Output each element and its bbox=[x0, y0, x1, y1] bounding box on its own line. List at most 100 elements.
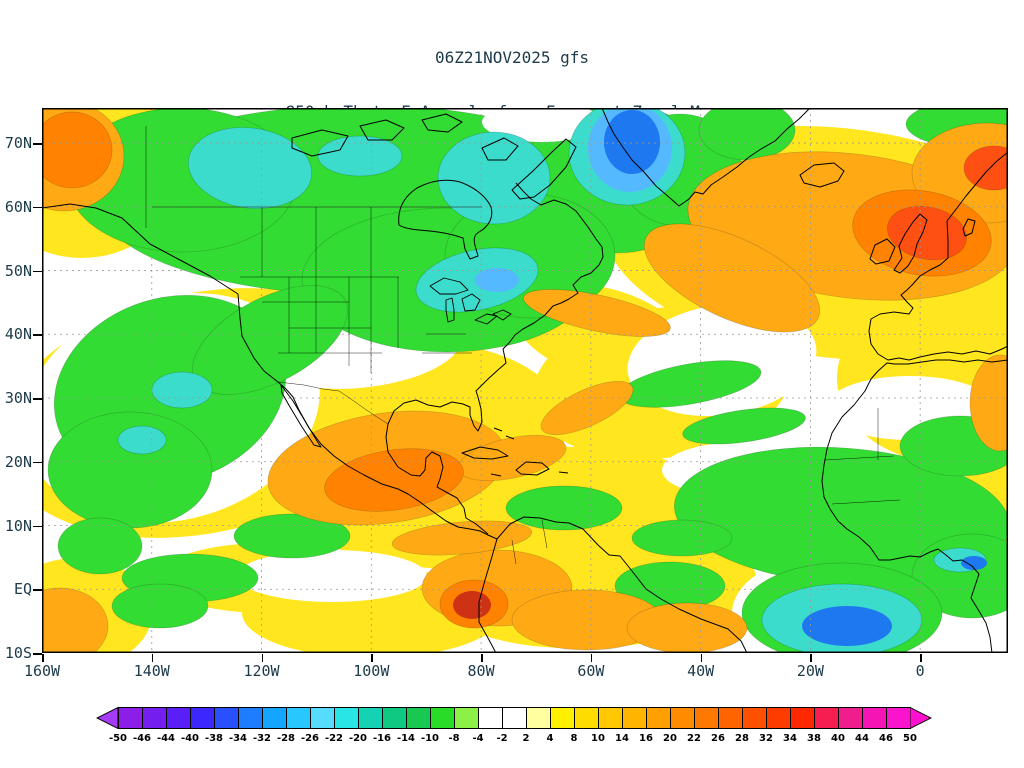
colorbar-label: 44 bbox=[855, 733, 869, 744]
colorbar-cell bbox=[478, 707, 503, 729]
colorbar-cell bbox=[310, 707, 335, 729]
shading-blob bbox=[887, 205, 967, 261]
coastlines bbox=[42, 108, 1008, 653]
shading-blob bbox=[969, 354, 1008, 452]
colorbar-label: -16 bbox=[372, 733, 392, 744]
lon-tick bbox=[920, 654, 922, 662]
lat-tick bbox=[33, 398, 42, 400]
lon-label: 80W bbox=[467, 662, 495, 680]
colorbar-label: -22 bbox=[324, 733, 344, 744]
lat-lon-gridlines bbox=[42, 108, 1008, 653]
shading-blob bbox=[233, 513, 351, 559]
colorbar-cell bbox=[838, 707, 863, 729]
lat-label: 10N bbox=[4, 516, 32, 535]
lat-label: 30N bbox=[4, 389, 32, 408]
shading-blob bbox=[631, 519, 733, 557]
colorbar-arrow-right bbox=[909, 706, 933, 730]
shading-blob bbox=[324, 448, 464, 512]
shading-blob bbox=[117, 425, 167, 455]
lon-label: 0 bbox=[915, 662, 925, 680]
colorbar-cell bbox=[742, 707, 767, 729]
lat-tick bbox=[33, 206, 42, 209]
shading-blob bbox=[505, 485, 623, 531]
colorbar-cell bbox=[790, 707, 815, 729]
colorbar-label: -26 bbox=[300, 733, 320, 744]
shading-blob bbox=[42, 111, 113, 189]
colorbar-cell bbox=[862, 707, 887, 729]
shading-blob bbox=[151, 371, 213, 409]
colorbar-label: 22 bbox=[687, 733, 701, 744]
colorbar-cell bbox=[502, 707, 527, 729]
colorbar-label: 32 bbox=[759, 733, 773, 744]
colorbar-label: -38 bbox=[204, 733, 224, 744]
shading-blob bbox=[437, 131, 551, 225]
colorbar-label: 40 bbox=[831, 733, 845, 744]
colorbar-arrow-left bbox=[95, 706, 119, 730]
colorbar-cell bbox=[382, 707, 407, 729]
colorbar-label: -44 bbox=[156, 733, 176, 744]
lon-tick bbox=[481, 654, 483, 662]
shading-blob bbox=[961, 556, 987, 570]
lon-tick bbox=[42, 654, 44, 662]
shading-blob bbox=[57, 517, 143, 575]
colorbar-label: -28 bbox=[276, 733, 296, 744]
lat-tick bbox=[33, 525, 42, 527]
lat-label: 60N bbox=[4, 197, 32, 216]
colorbar-cell bbox=[166, 707, 191, 729]
colorbar-cell bbox=[622, 707, 647, 729]
colorbar-label: -10 bbox=[420, 733, 440, 744]
colorbar-label: 28 bbox=[735, 733, 749, 744]
colorbar-label: -50 bbox=[108, 733, 128, 744]
shading-blob bbox=[963, 145, 1008, 191]
shading-blob bbox=[475, 268, 519, 292]
colorbar-arrow-right bbox=[909, 706, 933, 733]
colorbar-label: 26 bbox=[711, 733, 725, 744]
lat-label: 70N bbox=[4, 134, 32, 153]
lon-tick bbox=[700, 654, 703, 662]
lon-tick bbox=[151, 654, 154, 662]
lat-label: 40N bbox=[4, 325, 32, 344]
colorbar-label: -46 bbox=[132, 733, 152, 744]
colorbar-cell bbox=[646, 707, 671, 729]
shading-blob bbox=[111, 583, 209, 629]
colorbar-cell bbox=[598, 707, 623, 729]
colorbar-cell bbox=[262, 707, 287, 729]
colorbar-label: 46 bbox=[879, 733, 893, 744]
lat-tick bbox=[33, 461, 42, 464]
colorbar-cell bbox=[142, 707, 167, 729]
lon-label: 100W bbox=[353, 662, 390, 680]
colorbar-label: -40 bbox=[180, 733, 200, 744]
shading-blob bbox=[626, 602, 748, 653]
colorbar-cell bbox=[814, 707, 839, 729]
shading-blob bbox=[682, 407, 806, 445]
lon-tick bbox=[810, 654, 812, 662]
colorbar-label: 16 bbox=[639, 733, 653, 744]
colorbar-cell bbox=[694, 707, 719, 729]
shading-blob bbox=[237, 550, 427, 602]
shading-blob bbox=[317, 135, 403, 177]
shading-blob bbox=[42, 587, 109, 653]
colorbar-cell bbox=[406, 707, 431, 729]
colorbar-cell bbox=[526, 707, 551, 729]
colorbar-cell bbox=[718, 707, 743, 729]
lat-tick bbox=[33, 143, 42, 145]
colorbar-label: -34 bbox=[228, 733, 248, 744]
colorbar-label: 4 bbox=[546, 733, 554, 744]
lat-tick bbox=[33, 589, 42, 591]
colorbar-label: 20 bbox=[663, 733, 677, 744]
colorbar-label: -14 bbox=[396, 733, 416, 744]
great-lakes bbox=[429, 277, 512, 325]
colorbar-label: 8 bbox=[570, 733, 578, 744]
colorbar-label: 14 bbox=[615, 733, 629, 744]
shading-blob bbox=[391, 520, 533, 556]
colorbar-cell bbox=[118, 707, 143, 729]
lon-label: 160W bbox=[23, 662, 61, 680]
lat-label: 50N bbox=[4, 261, 32, 280]
shading-blob bbox=[802, 606, 892, 646]
lat-tick bbox=[33, 270, 42, 273]
lat-tick bbox=[33, 653, 42, 655]
shading-blob bbox=[643, 223, 821, 333]
shading-blob bbox=[604, 110, 660, 174]
colorbar-label: 2 bbox=[522, 733, 530, 744]
shading-blob bbox=[188, 127, 312, 209]
